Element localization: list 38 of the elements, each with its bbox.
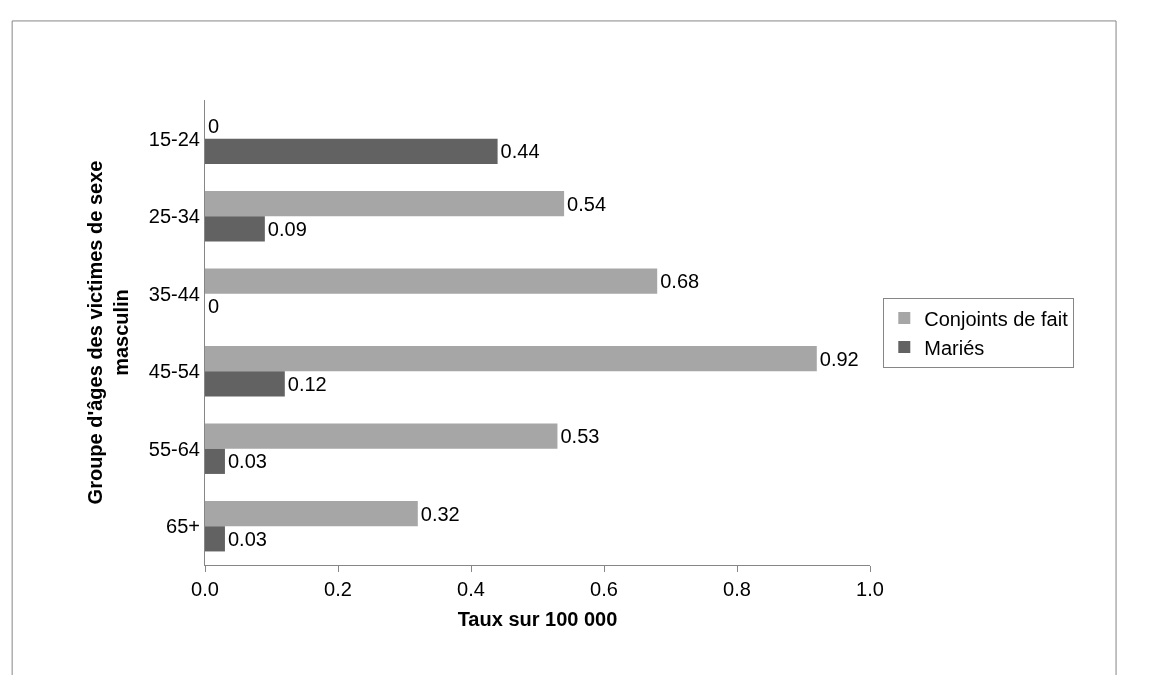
- data-label: 0.68: [660, 270, 700, 293]
- data-label: 0.44: [500, 140, 540, 163]
- bar: [205, 268, 658, 294]
- data-label: 0: [208, 295, 220, 318]
- x-tick-label: 0.4: [457, 578, 485, 600]
- data-label: 0.53: [560, 425, 600, 448]
- data-label: 0.54: [567, 192, 607, 215]
- bar: [205, 526, 225, 552]
- bar: [205, 501, 418, 527]
- bar: [205, 138, 498, 164]
- data-label: 0.32: [420, 502, 460, 525]
- x-tick-label: 1.0: [856, 578, 884, 600]
- y-tick-label: 65+: [166, 515, 200, 538]
- bar: [205, 346, 817, 372]
- y-tick-label: 45-54: [148, 360, 200, 383]
- data-label: 0.92: [819, 347, 859, 370]
- data-label: 0.12: [287, 372, 327, 395]
- bar: [205, 216, 265, 242]
- bar: [205, 191, 565, 217]
- y-tick-label: 55-64: [148, 437, 200, 460]
- x-tick-label: 0.6: [590, 578, 618, 600]
- bar: [205, 371, 285, 397]
- legend-label: Conjoints de fait: [924, 307, 1069, 330]
- x-axis-title: Taux sur 100 000: [457, 607, 618, 630]
- bar: [205, 423, 558, 449]
- x-tick-label: 0.0: [191, 578, 219, 600]
- y-tick-label: 15-24: [148, 127, 200, 150]
- data-label: 0: [208, 115, 220, 138]
- data-label: 0.03: [227, 450, 267, 473]
- y-tick-label: 25-34: [148, 205, 200, 228]
- x-tick-label: 0.8: [723, 578, 751, 600]
- legend-label: Mariés: [924, 336, 985, 359]
- data-label: 0.09: [267, 217, 307, 240]
- data-label: 0.03: [227, 527, 267, 550]
- bar: [205, 448, 225, 474]
- y-axis-title: Groupe d'âges des victimes de sexe masculin: [84, 160, 133, 505]
- x-tick-label: 0.2: [324, 578, 352, 600]
- y-tick-label: 35-44: [148, 282, 200, 305]
